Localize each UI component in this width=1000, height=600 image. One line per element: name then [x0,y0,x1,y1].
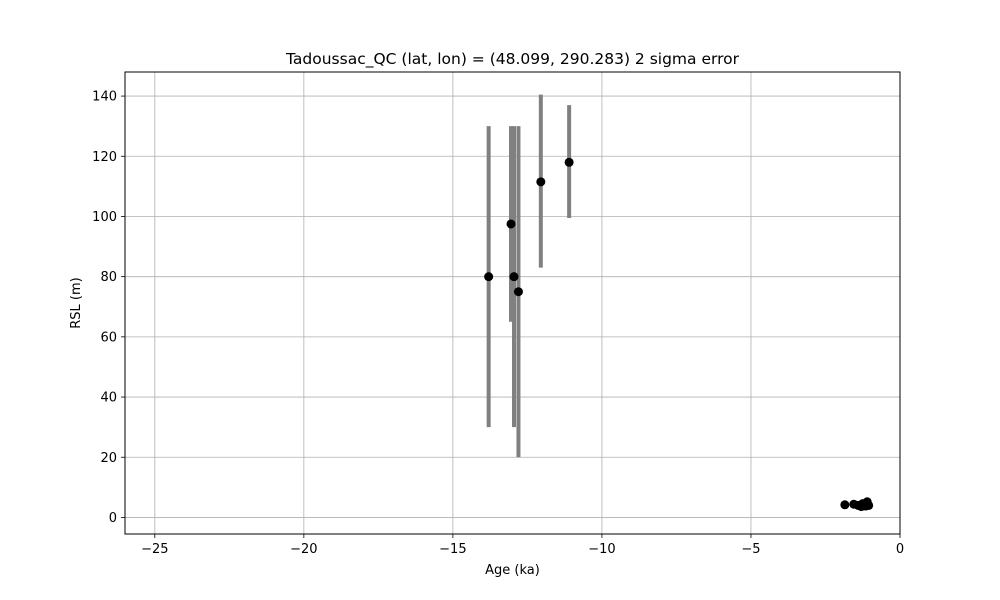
data-point [509,272,519,282]
data-point [840,500,850,510]
data-point [864,500,874,510]
data-point [564,157,574,167]
plot-frame [124,71,901,535]
data-point [484,272,494,282]
y-tick-label: 120 [92,150,117,165]
y-tick-label: 140 [92,90,117,105]
data-point [536,177,546,187]
x-tick-label: 0 [896,542,904,557]
x-axis-label: Age (ka) [485,563,540,578]
x-tick-label: −5 [741,542,760,557]
y-axis-label: RSL (m) [69,277,84,328]
data-point [506,219,516,229]
y-tick-label: 80 [100,270,117,285]
y-tick-label: 60 [100,330,117,345]
axis-ticks: −25 −20 −15 −10 −5 0 0 20 40 60 80 100 120 140 [92,90,904,557]
y-tick-label: 0 [109,511,117,526]
x-tick-label: −25 [141,542,168,557]
chart-title: Tadoussac_QC (lat, lon) = (48.099, 290.2… [285,50,740,69]
x-tick-label: −15 [439,542,466,557]
data-point [513,287,523,297]
x-tick-label: −20 [290,542,317,557]
data-markers [484,157,874,512]
x-tick-label: −10 [588,542,615,557]
y-tick-label: 20 [100,451,117,466]
y-tick-label: 40 [100,391,117,406]
y-tick-label: 100 [92,210,117,225]
